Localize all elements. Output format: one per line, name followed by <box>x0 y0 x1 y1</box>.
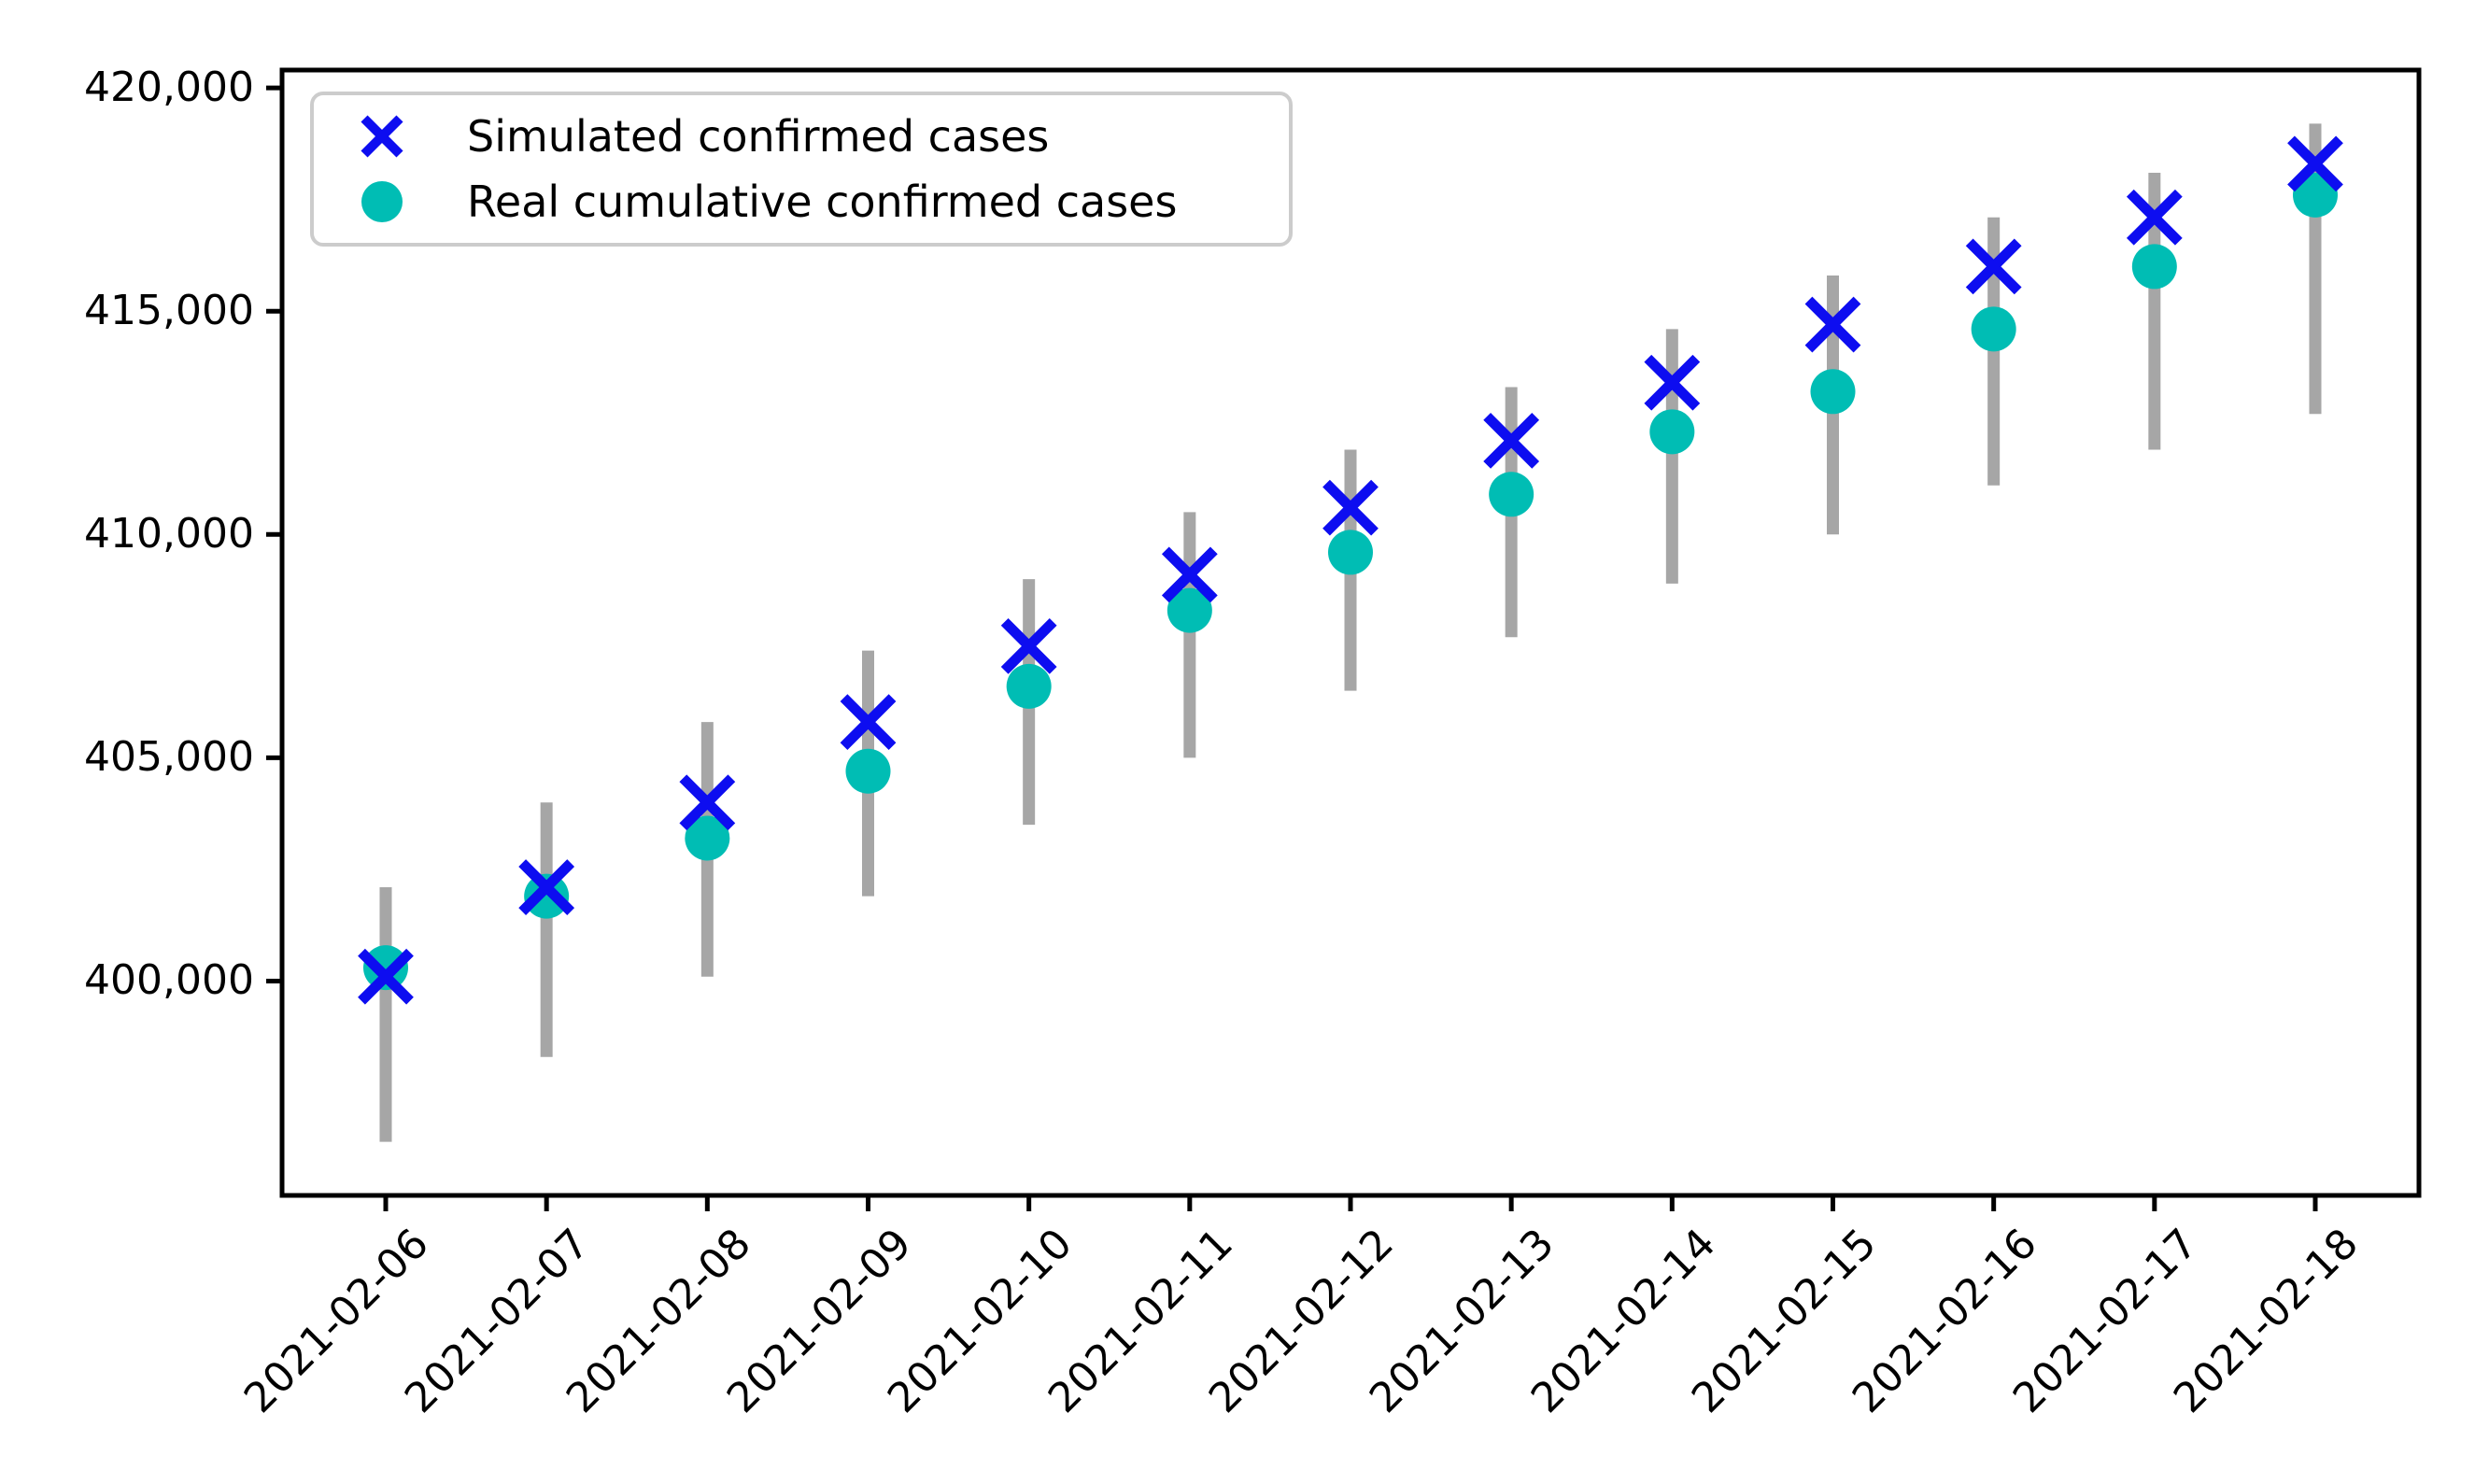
circle-marker-icon <box>357 177 407 227</box>
scatter-point-real <box>2293 172 2338 218</box>
scatter-point-real <box>524 873 570 919</box>
scatter-point-real <box>1006 663 1052 709</box>
y-tick-label: 420,000 <box>84 64 254 112</box>
x-marker-icon <box>357 111 407 162</box>
legend-label-real: Real cumulative confirmed cases <box>467 177 1178 228</box>
scatter-point-simulated <box>1965 238 2022 295</box>
legend-item-simulated: Simulated confirmed cases <box>357 111 1289 162</box>
scatter-point-simulated <box>679 774 736 831</box>
scatter-point-real <box>1489 472 1534 517</box>
scatter-point-real <box>1328 530 1373 575</box>
scatter-point-real <box>1167 587 1212 633</box>
scatter-point-simulated <box>1804 296 1861 353</box>
scatter-point-real <box>363 945 408 991</box>
y-tick-label: 415,000 <box>84 287 254 335</box>
y-tick-label: 405,000 <box>84 733 254 782</box>
scatter-point-simulated <box>840 694 897 751</box>
scatter-point-simulated <box>1322 479 1379 536</box>
scatter-point-simulated <box>1483 412 1540 469</box>
legend-item-real: Real cumulative confirmed cases <box>357 177 1289 227</box>
scatter-point-simulated <box>1644 354 1701 411</box>
scatter-point-simulated <box>2126 189 2183 246</box>
scatter-point-real <box>1649 409 1695 455</box>
scatter-point-simulated <box>518 859 575 915</box>
legend-label-simulated: Simulated confirmed cases <box>467 110 1050 162</box>
scatter-point-real <box>1971 306 2016 352</box>
scatter-point-simulated <box>2287 135 2343 192</box>
scatter-point-real <box>845 748 891 794</box>
scatter-point-simulated <box>358 948 414 1005</box>
scatter-point-simulated <box>1161 546 1218 603</box>
scatter-point-real <box>685 815 730 861</box>
y-tick-label: 400,000 <box>84 956 254 1005</box>
plot-frame <box>279 67 2422 1198</box>
y-tick-label: 410,000 <box>84 510 254 558</box>
scatter-point-real <box>2131 244 2177 290</box>
scatter-point-real <box>1810 369 1856 415</box>
legend: Simulated confirmed cases Real cumulativ… <box>310 92 1293 247</box>
scatter-point-simulated <box>1000 617 1057 674</box>
